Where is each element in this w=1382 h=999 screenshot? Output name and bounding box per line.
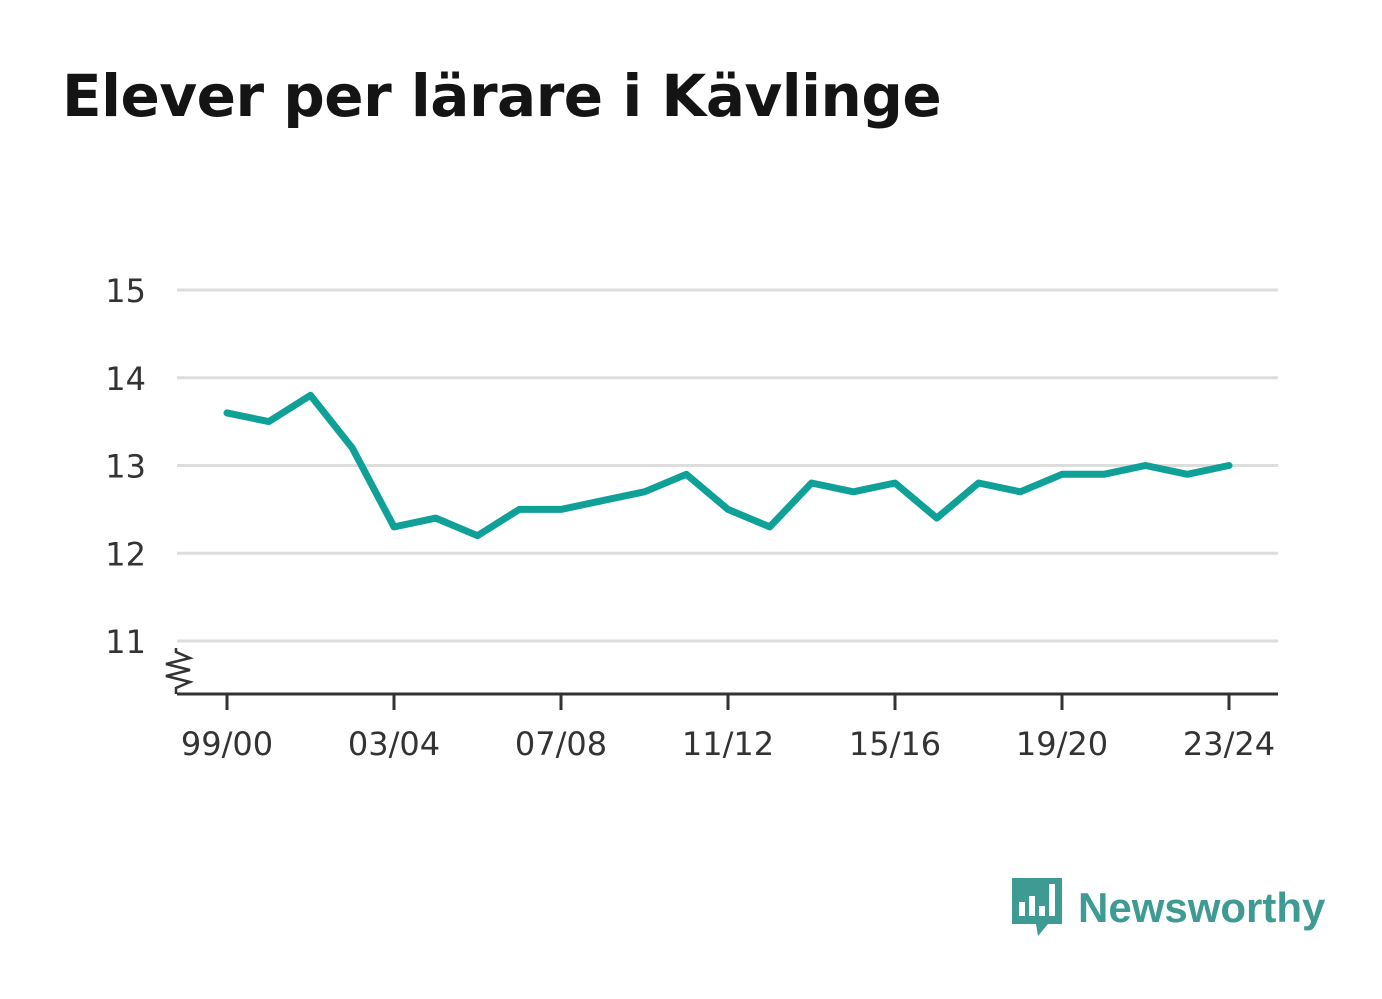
x-tick-label: 15/16 bbox=[849, 725, 941, 763]
axis-break-icon bbox=[165, 648, 194, 694]
x-tick-label: 07/08 bbox=[515, 725, 607, 763]
series-group bbox=[223, 391, 1233, 540]
y-tick-label: 15 bbox=[105, 272, 146, 310]
x-tick-label: 03/04 bbox=[348, 725, 440, 763]
x-axis-labels: 99/00 03/04 07/08 11/12 15/16 19/20 23/24 bbox=[181, 725, 1275, 763]
x-tick-label: 99/00 bbox=[181, 725, 273, 763]
y-tick-label: 13 bbox=[105, 448, 146, 486]
newsworthy-logo-icon bbox=[1012, 878, 1062, 936]
chart-title: Elever per lärare i Kävlinge bbox=[62, 62, 942, 130]
x-tick-label: 23/24 bbox=[1183, 725, 1275, 763]
x-axis bbox=[165, 648, 1278, 696]
brand-name: Newsworthy bbox=[1078, 884, 1326, 931]
y-axis-labels: 15 14 13 12 11 bbox=[105, 272, 146, 661]
x-tick-label: 11/12 bbox=[682, 725, 774, 763]
x-axis-ticks bbox=[225, 694, 1231, 710]
y-tick-label: 12 bbox=[105, 535, 146, 573]
y-tick-label: 14 bbox=[105, 360, 146, 398]
gridlines bbox=[177, 288, 1278, 643]
brand-logo: Newsworthy bbox=[1012, 878, 1325, 938]
x-tick-label: 19/20 bbox=[1016, 725, 1108, 763]
y-tick-label: 11 bbox=[105, 623, 146, 661]
